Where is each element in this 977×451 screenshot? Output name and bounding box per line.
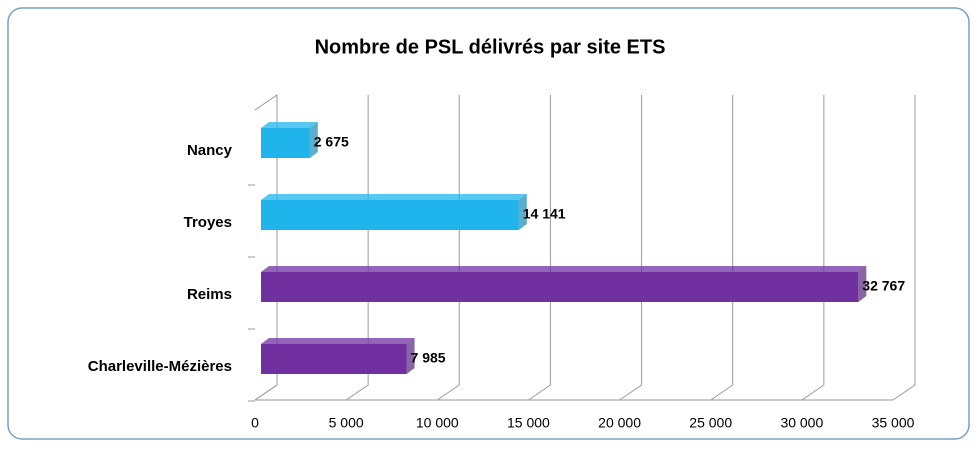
chart-title: Nombre de PSL délivrés par site ETS [315,36,666,58]
grid-line [437,95,460,401]
x-tick-label: 35 000 [872,415,915,431]
bar-side-color [518,194,527,230]
y-tick-label: Nancy [187,142,233,159]
grid-line [528,95,551,401]
x-tick-label: 5 000 [329,415,364,431]
grid-line [892,95,916,401]
y-tick-label: Charleville-Mézières [88,358,232,375]
x-tick-label: 15 000 [507,415,550,431]
x-tick-label: 30 000 [780,415,823,431]
data-label: 14 141 [523,206,566,222]
y-tick-label: Troyes [184,214,232,231]
data-label: 32 767 [862,278,905,294]
bar-top [261,194,527,200]
grid-line [254,95,278,401]
bar [261,128,310,158]
bar-top [261,122,318,128]
bar-side-color [858,266,867,302]
grid-line [619,95,643,401]
bar-top [261,338,415,344]
grid-line [345,95,369,401]
data-label: 2 675 [314,134,349,150]
data-label: 7 985 [411,350,446,366]
bar-side-color [309,122,318,158]
x-tick-label: 10 000 [416,415,459,431]
bar-side-color [406,338,415,374]
x-tick-label: 25 000 [689,415,732,431]
y-tick-label: Reims [187,286,232,303]
x-tick-label: 0 [251,415,259,431]
bar [261,344,407,374]
grid-line [710,95,734,401]
grid-line [801,95,825,401]
bar-top [261,266,867,272]
bar [261,200,519,230]
x-tick-label: 20 000 [598,415,641,431]
bar [261,272,859,302]
